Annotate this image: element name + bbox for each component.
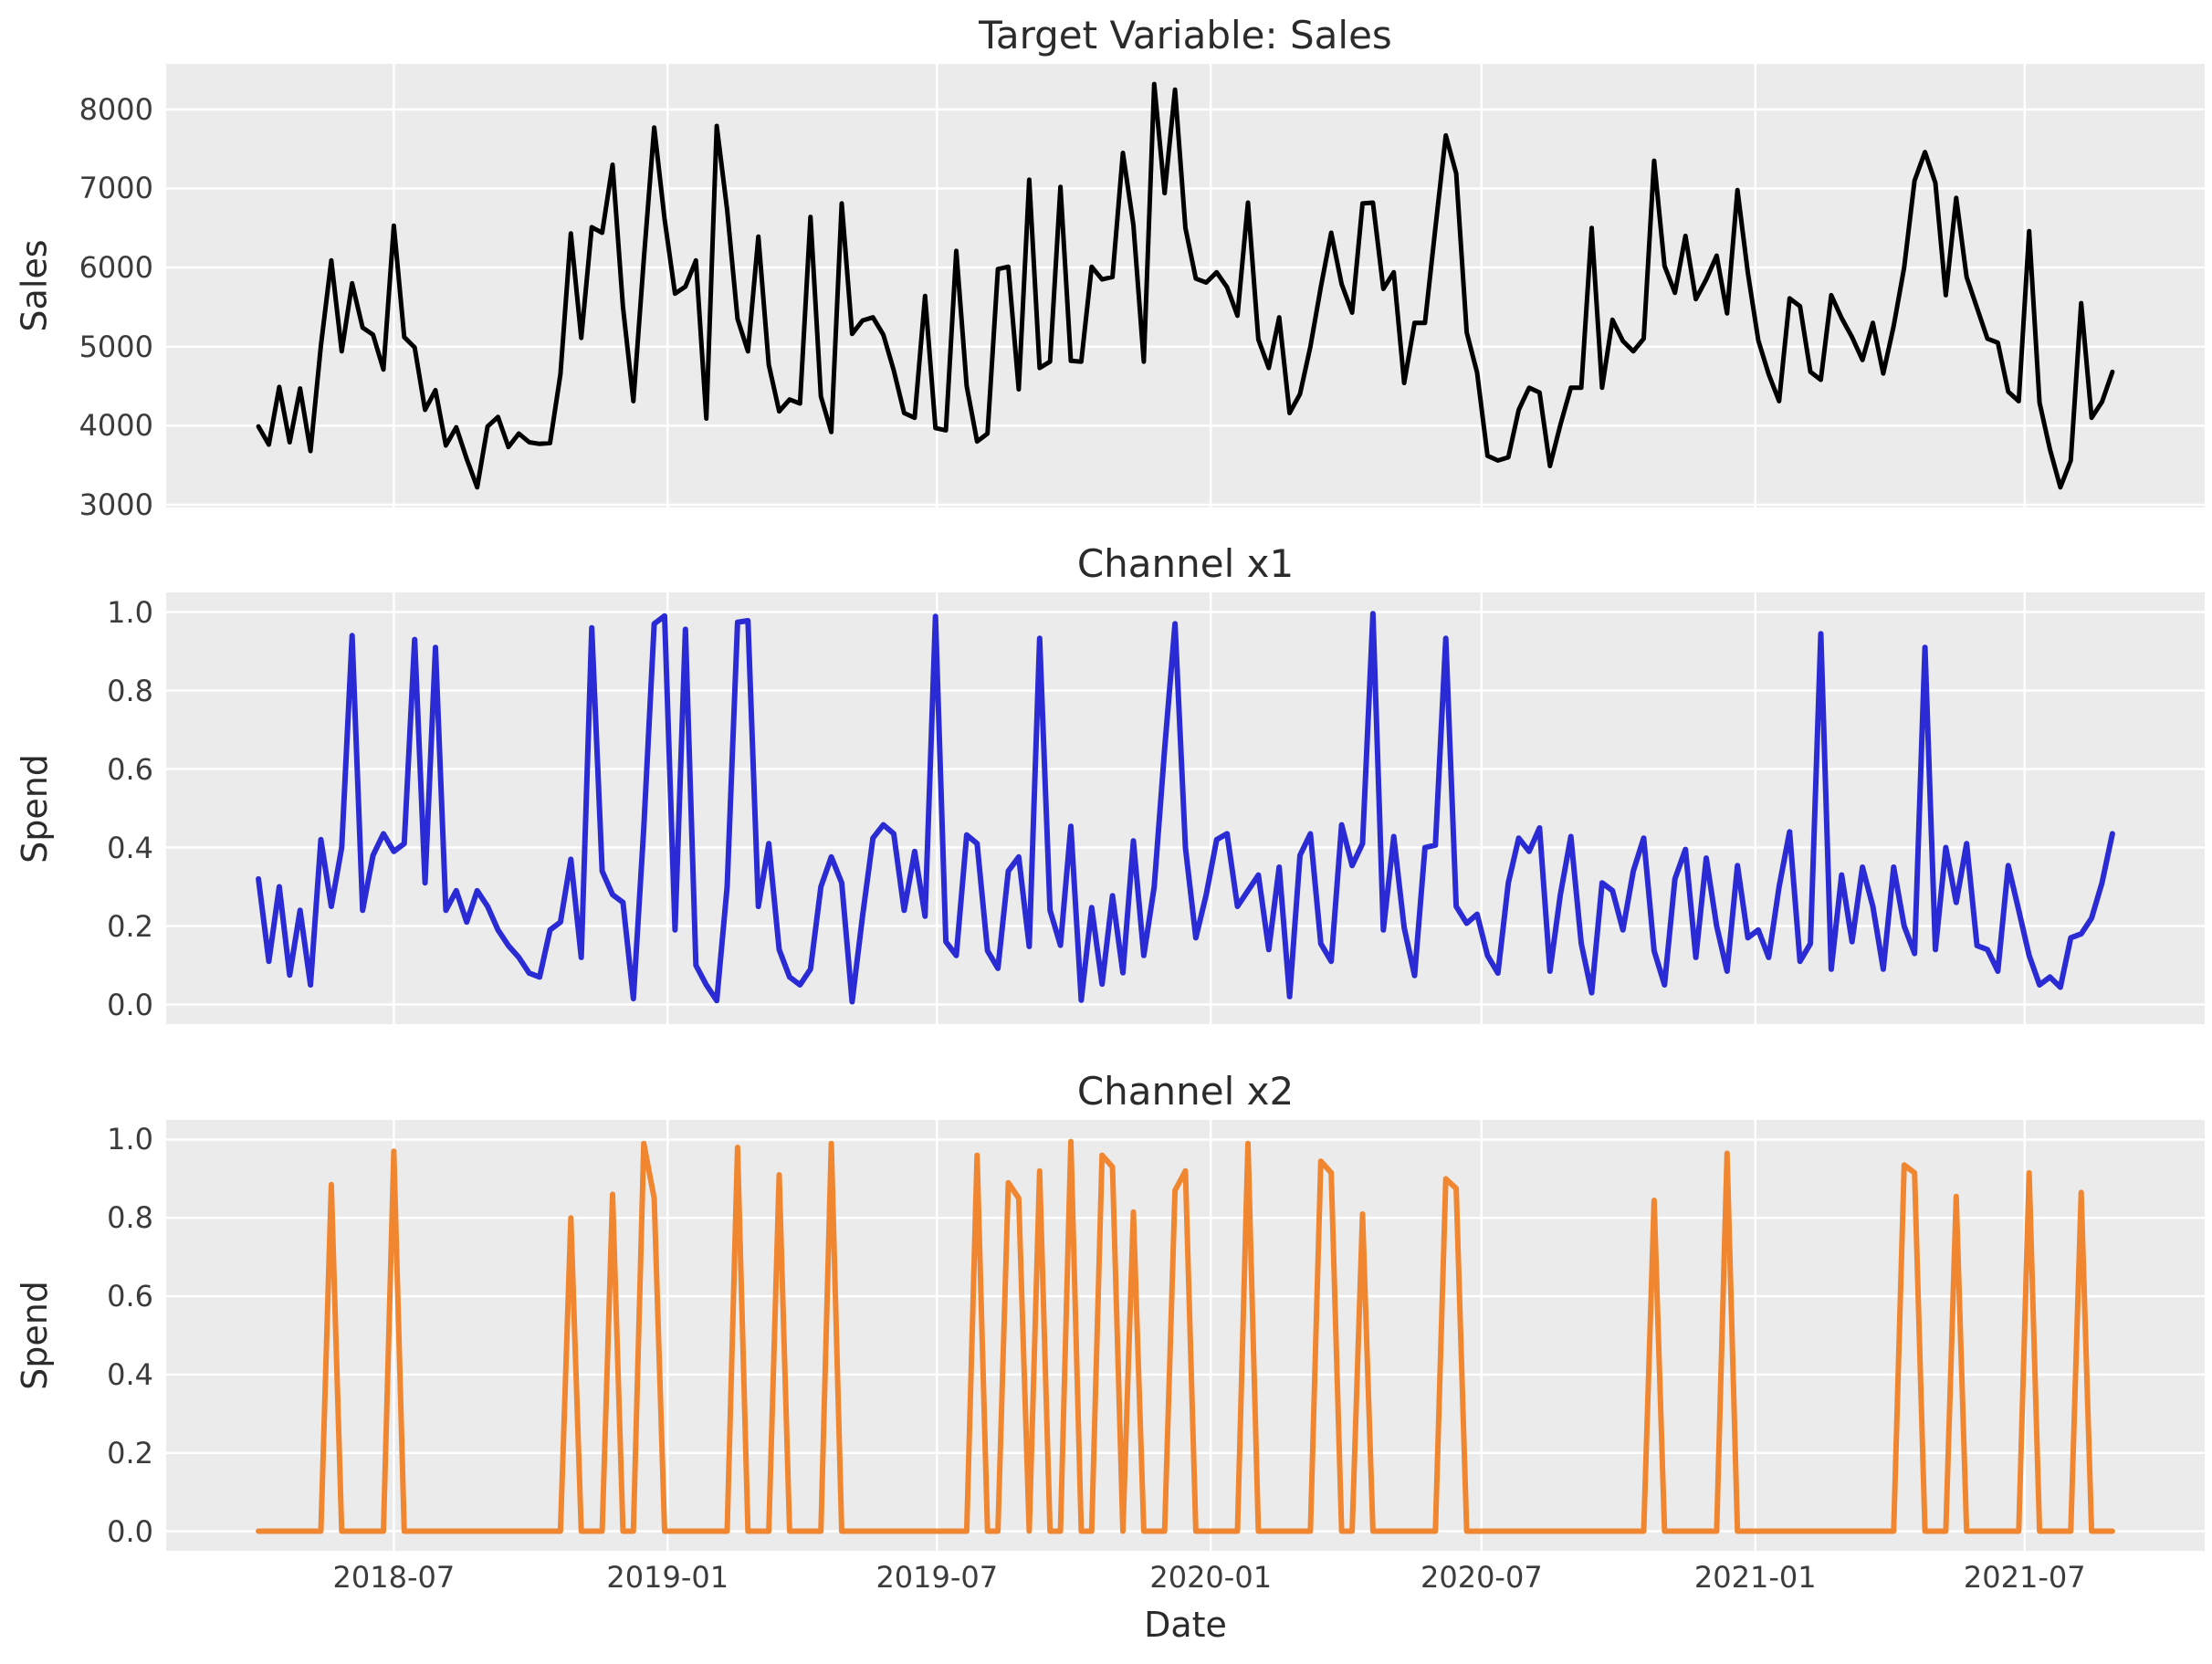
chart-canvas <box>166 64 2205 508</box>
y-tick-label: 0.4 <box>107 1356 153 1392</box>
x-axis-label: Date <box>1144 1605 1227 1645</box>
x-tick-label: 2018-07 <box>332 1560 456 1595</box>
channel-x1-chart-title: Channel x1 <box>1076 541 1295 586</box>
series-line <box>256 611 2115 1005</box>
channel-x2-chart-title: Channel x2 <box>1076 1069 1295 1114</box>
y-tick-label: 6000 <box>79 250 153 286</box>
y-tick-label: 0.8 <box>107 673 153 708</box>
channel-x1-plot-area <box>166 592 2205 1024</box>
y-tick-label: 0.0 <box>107 987 153 1022</box>
y-tick-label: 0.2 <box>107 1435 153 1470</box>
y-tick-label: 7000 <box>79 171 153 206</box>
channel-x2-y-axis-label: Spend <box>15 1281 56 1390</box>
y-tick-label: 0.8 <box>107 1200 153 1236</box>
sales-chart-title: Target Variable: Sales <box>979 13 1392 58</box>
chart-canvas <box>166 592 2205 1024</box>
y-tick-label: 0.2 <box>107 908 153 944</box>
x-tick-label: 2021-07 <box>1963 1560 2086 1595</box>
x-tick-label: 2019-01 <box>606 1560 729 1595</box>
y-tick-label: 1.0 <box>107 594 153 630</box>
series-line <box>256 1138 2115 1534</box>
series-line <box>256 81 2115 490</box>
y-tick-label: 1.0 <box>107 1122 153 1157</box>
x-tick-label: 2020-07 <box>1420 1560 1543 1595</box>
channel-x2-plot-area <box>166 1120 2205 1551</box>
y-tick-label: 3000 <box>79 487 153 522</box>
chart-canvas <box>166 1120 2205 1551</box>
y-tick-label: 0.4 <box>107 830 153 865</box>
y-tick-label: 5000 <box>79 329 153 364</box>
y-tick-label: 0.0 <box>107 1513 153 1549</box>
x-tick-label: 2020-01 <box>1149 1560 1273 1595</box>
y-tick-label: 0.6 <box>107 751 153 787</box>
sales-plot-area <box>166 64 2205 508</box>
x-tick-label: 2019-07 <box>875 1560 999 1595</box>
y-tick-label: 0.6 <box>107 1279 153 1314</box>
y-tick-label: 8000 <box>79 91 153 127</box>
channel-x1-y-axis-label: Spend <box>15 753 56 863</box>
sales-y-axis-label: Sales <box>15 239 55 332</box>
x-tick-label: 2021-01 <box>1693 1560 1817 1595</box>
y-tick-label: 4000 <box>79 408 153 444</box>
